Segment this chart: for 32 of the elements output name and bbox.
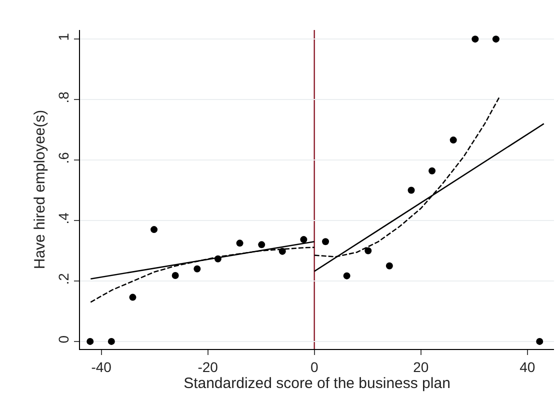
y-tick-label: 0	[55, 335, 72, 344]
point	[343, 272, 350, 280]
x-tick-label: 0	[310, 358, 318, 375]
point	[386, 262, 393, 270]
point	[129, 294, 136, 301]
x-axis-title: Standardized score of the business plan	[184, 374, 450, 392]
point	[150, 226, 158, 234]
point	[172, 272, 179, 280]
point	[194, 265, 201, 272]
point	[428, 167, 436, 174]
y-tick-label: .2	[55, 272, 72, 285]
point	[236, 240, 244, 247]
x-tick-label: 20	[413, 358, 429, 375]
x-tick-label: -40	[91, 358, 112, 375]
point	[492, 36, 500, 43]
y-axis-title: Have hired employee(s)	[32, 110, 49, 270]
point	[450, 136, 457, 144]
y-tick-label: .6	[55, 152, 72, 164]
x-tick-label: 40	[520, 358, 536, 375]
y-tick-label: .8	[55, 91, 72, 104]
point	[108, 338, 115, 345]
point	[408, 186, 415, 194]
point	[364, 247, 372, 254]
point	[300, 236, 308, 244]
x-tick-label: -20	[198, 358, 218, 375]
point	[86, 338, 94, 345]
point	[472, 36, 479, 43]
y-tick-label: .4	[55, 212, 72, 224]
point	[258, 241, 266, 248]
y-tick-label: 1	[55, 32, 72, 41]
point	[536, 338, 544, 345]
point	[322, 238, 330, 246]
